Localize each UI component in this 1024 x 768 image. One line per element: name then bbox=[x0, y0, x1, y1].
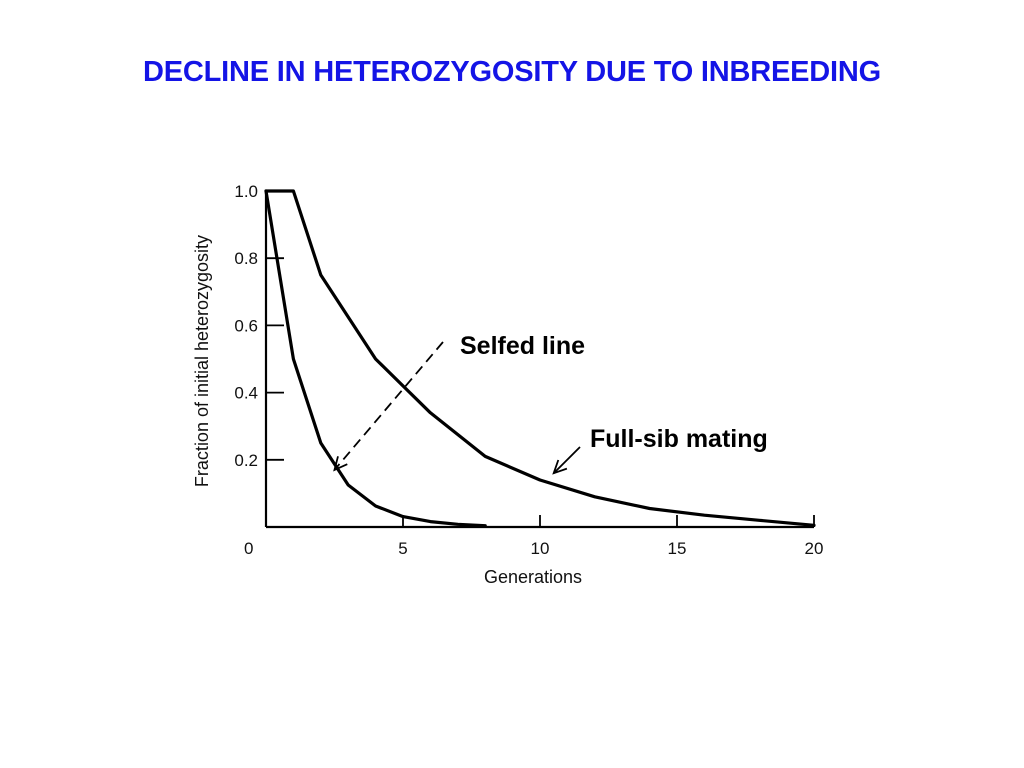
full-sib-curve bbox=[264, 189, 816, 527]
selfed-line-curve bbox=[264, 189, 487, 528]
chart-lines bbox=[264, 189, 816, 528]
x-axis-title: Generations bbox=[484, 567, 582, 587]
y-tick-label: 0.2 bbox=[234, 451, 258, 470]
full-sib-label: Full-sib mating bbox=[590, 425, 768, 453]
x-tick-label: 0 bbox=[244, 539, 253, 558]
x-tick-label: 10 bbox=[531, 539, 550, 558]
chart-ticks: 0 5 10 15 20 0.2 0.4 0.6 0.8 1.0 bbox=[234, 182, 823, 558]
y-tick-label: 0.6 bbox=[234, 316, 258, 335]
arrow-head bbox=[552, 459, 568, 475]
y-tick-label: 0.8 bbox=[234, 249, 258, 268]
x-tick-label: 20 bbox=[805, 539, 824, 558]
arrow-head bbox=[333, 456, 348, 472]
x-tick-label: 15 bbox=[668, 539, 687, 558]
y-axis-title: Fraction of initial heterozygosity bbox=[192, 235, 212, 487]
y-tick-label: 1.0 bbox=[234, 182, 258, 201]
selfed-line-label: Selfed line bbox=[460, 332, 585, 360]
annotation-arrow bbox=[553, 446, 581, 474]
slide-title: DECLINE IN HETEROZYGOSITY DUE TO INBREED… bbox=[143, 56, 881, 88]
x-tick-label: 5 bbox=[398, 539, 407, 558]
chart-annotations: Selfed line Full-sib mating bbox=[333, 332, 768, 475]
y-tick-label: 0.4 bbox=[234, 384, 258, 403]
annotation-arrow bbox=[333, 341, 444, 471]
chart-axes: Generations Fraction of initial heterozyg… bbox=[192, 191, 814, 587]
